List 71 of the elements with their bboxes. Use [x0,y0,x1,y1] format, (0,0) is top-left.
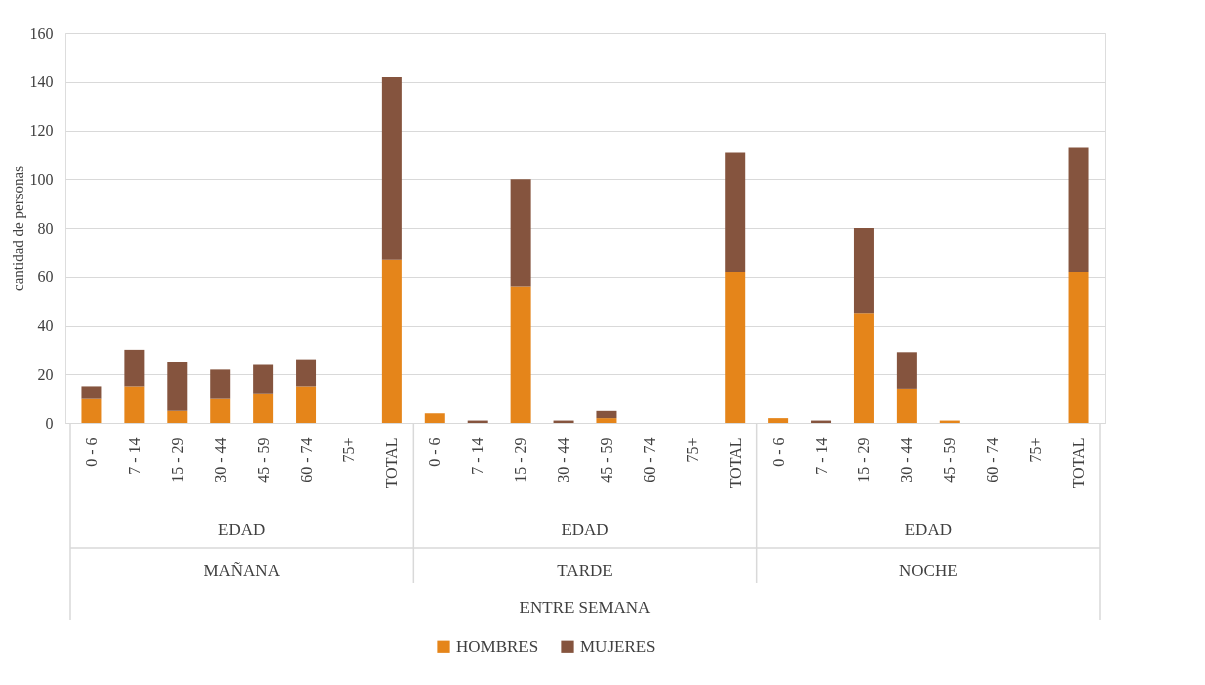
x-tick-label: 15 - 29 [855,437,873,483]
x-tick-label: 45 - 59 [597,437,615,483]
y-axis-title: cantidad de personas [9,165,26,291]
x-tick-label: 30 - 44 [211,437,229,483]
legend-label: MUJERES [580,636,656,656]
x-tick-label: 45 - 59 [941,437,959,483]
bar [210,398,231,423]
bar [296,359,317,387]
bar [896,388,917,423]
bar [81,386,102,399]
x-tick-label: 75+ [340,437,358,463]
x-tick-label: 7 - 14 [812,437,830,475]
text: EDAD [561,520,609,539]
bar [124,386,145,423]
bar [253,364,274,394]
bar [510,286,531,423]
y-tick-label: 20 [37,365,54,383]
bar [167,362,188,411]
y-tick-label: 160 [29,24,54,42]
bar [596,418,617,423]
bar [853,313,874,423]
x-tick-label: 7 - 14 [469,437,487,475]
x-tick-label: 60 - 74 [984,437,1002,483]
x-tick-label: 60 - 74 [640,437,658,483]
bar [81,398,102,423]
y-tick-label: 60 [37,268,54,286]
bar [725,271,746,423]
x-tick-label: 7 - 14 [125,437,143,475]
bar [124,349,145,387]
bar [510,179,531,287]
x-tick-label: 0 - 6 [426,437,444,467]
bar [596,410,617,419]
bar [210,369,231,399]
y-tick-label: 120 [29,122,54,139]
bar [296,386,317,423]
text: EDAD [218,520,266,539]
y-tick-label: 140 [29,73,54,91]
x-tick-label: 15 - 29 [512,437,530,483]
bar [1068,147,1089,272]
bar [167,410,188,423]
text: EDAD [904,520,952,539]
x-tick-label: TOTAL [383,437,401,489]
bar [896,352,917,389]
text: MAÑANA [203,561,281,580]
bar [381,76,402,260]
y-tick-label: 0 [45,414,54,432]
x-tick-label: 30 - 44 [898,437,916,483]
bar [381,259,402,423]
x-tick-label: 60 - 74 [297,437,315,483]
x-tick-label: 0 - 6 [82,437,100,467]
legend-label: HOMBRES [456,636,539,656]
bar [768,418,789,423]
text: NOCHE [899,561,958,580]
text: ENTRE SEMANA [519,598,652,617]
x-tick-label: 75+ [1027,437,1045,463]
y-tick-label: 40 [37,317,54,334]
bar [424,413,445,423]
bar [725,152,746,272]
x-tick-label: TOTAL [726,437,744,489]
y-tick-label: 100 [29,170,54,188]
x-tick-label: 0 - 6 [769,437,787,467]
x-tick-label: 45 - 59 [254,437,272,483]
text: TARDE [557,561,613,580]
bar [253,393,274,423]
bar [853,228,874,314]
x-tick-label: 15 - 29 [168,437,186,483]
x-tick-label: 75+ [683,437,701,463]
y-tick-label: 80 [37,219,54,237]
x-tick-label: 30 - 44 [555,437,573,483]
bar [1068,271,1089,423]
x-tick-label: TOTAL [1070,437,1088,489]
